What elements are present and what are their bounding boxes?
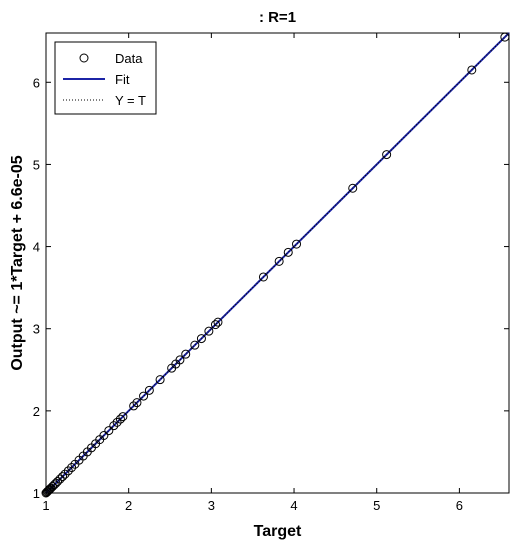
data-point [348, 183, 358, 193]
data-point [175, 355, 185, 365]
y-axis-label: Output ~= 1*Target + 6.6e-05 [9, 155, 26, 370]
data-point [274, 256, 284, 266]
x-tick-label: 2 [125, 498, 132, 513]
data-point [53, 477, 63, 486]
data-point [196, 334, 206, 344]
y-tick-label: 1 [33, 486, 40, 501]
data-point [58, 472, 68, 482]
x-axis-label: Target [254, 523, 302, 540]
data-point [112, 417, 122, 427]
data-point [104, 426, 114, 436]
legend-label: Y = T [115, 93, 146, 108]
data-point [115, 414, 125, 424]
data-point [118, 412, 128, 422]
data-point [109, 421, 119, 431]
data-point [292, 239, 302, 249]
data-point [49, 480, 59, 490]
legend-label: Data [115, 51, 143, 66]
data-point [55, 474, 65, 484]
data-point [382, 150, 392, 160]
data-point [181, 349, 191, 359]
data-point [48, 481, 58, 491]
y-tick-label: 3 [33, 322, 40, 337]
data-point [139, 391, 149, 401]
data-point [44, 485, 54, 495]
data-point [132, 398, 142, 408]
y-tick-label: 6 [33, 75, 40, 90]
data-point [467, 65, 477, 75]
data-point [43, 486, 53, 496]
x-tick-label: 6 [456, 498, 463, 513]
legend-data-icon [79, 53, 89, 63]
data-point [63, 466, 73, 476]
data-point [283, 247, 293, 257]
data-point [190, 340, 200, 350]
y-tick-label: 2 [33, 404, 40, 419]
data-point [210, 320, 220, 330]
data-point [500, 32, 510, 42]
data-point [46, 483, 56, 493]
data-point [213, 317, 223, 327]
data-point [60, 469, 70, 479]
data-point [144, 385, 154, 395]
y-tick-label: 4 [33, 240, 40, 255]
x-tick-label: 3 [208, 498, 215, 513]
data-point [155, 375, 165, 385]
y-tick-label: 5 [33, 157, 40, 172]
data-point [258, 272, 268, 282]
data-point [204, 326, 214, 336]
data-point [67, 463, 77, 473]
x-tick-label: 4 [290, 498, 297, 513]
x-tick-label: 5 [373, 498, 380, 513]
data-point [129, 401, 139, 411]
data-point [99, 431, 109, 440]
x-tick-label: 1 [42, 498, 49, 513]
legend-label: Fit [115, 72, 130, 87]
chart-title: : R=1 [259, 9, 296, 26]
